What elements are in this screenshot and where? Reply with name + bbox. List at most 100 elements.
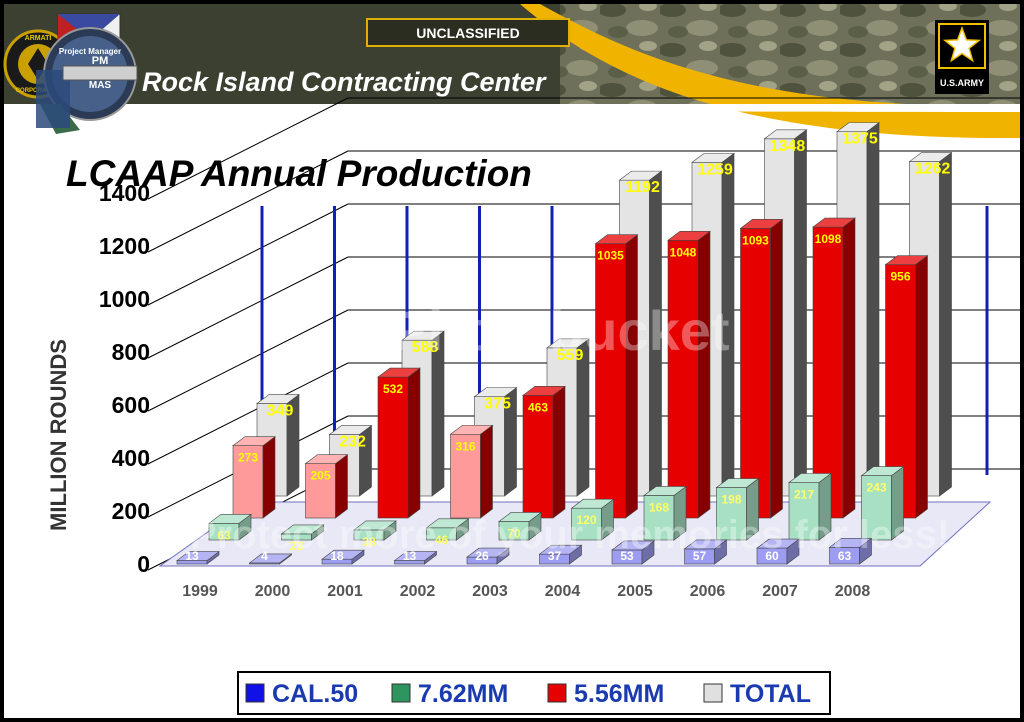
data-label-556mm: 1048 (670, 245, 697, 259)
data-label-cal50: 4 (261, 549, 268, 563)
page-title: LCAAP Annual Production (66, 153, 532, 194)
data-label-556mm: 1093 (742, 233, 769, 247)
data-label-cal50: 26 (475, 549, 489, 563)
x-tick-label: 2002 (400, 583, 436, 600)
data-label-556mm: 463 (528, 400, 548, 414)
data-label-762mm: 70 (507, 526, 521, 540)
legend-swatch (391, 683, 411, 703)
data-label-762mm: 120 (576, 513, 596, 527)
us-army-logo: U.S.ARMY (935, 20, 989, 94)
y-tick-label: 0 (137, 551, 150, 577)
bar-762mm-1999 (208, 513, 252, 541)
bar-cal50-2002 (393, 550, 438, 565)
y-tick-label: 1200 (99, 233, 150, 259)
legend-label: 5.56MM (574, 680, 664, 708)
data-label-556mm: 316 (455, 439, 475, 453)
y-axis-label: MILLION ROUNDS (46, 339, 71, 531)
data-label-cal50: 13 (185, 549, 199, 563)
bar-556mm-1999 (232, 436, 276, 519)
legend-label: TOTAL (730, 680, 811, 708)
bar-762mm-2000 (280, 524, 325, 541)
army-logo-text: U.S.ARMY (940, 78, 984, 88)
y-tick-label: 800 (112, 339, 150, 365)
bar-556mm-2007 (812, 217, 856, 519)
data-label-556mm: 1098 (815, 232, 842, 246)
x-tick-label: 2000 (255, 583, 291, 600)
bar-cal50-2008 (828, 537, 873, 565)
y-tick-label: 1000 (99, 286, 150, 312)
bar-762mm-2005 (643, 485, 687, 541)
data-label-total: 1259 (697, 161, 733, 178)
bar-556mm-2001 (377, 367, 421, 519)
data-label-762mm: 168 (649, 500, 669, 514)
x-tick-label: 2007 (762, 583, 798, 600)
bar-556mm-2003 (522, 385, 566, 519)
data-label-762mm: 198 (721, 493, 741, 507)
x-tick-label: 2003 (472, 583, 508, 600)
watermark-photobucket: Photobucket (390, 299, 729, 362)
bar-cal50-2005 (611, 540, 655, 565)
legend-box (237, 671, 831, 715)
armati-logo-text-top: ARMATI (25, 35, 52, 42)
data-label-total: 1348 (770, 138, 806, 155)
x-tick-label: 2008 (835, 583, 871, 600)
classification-label: UNCLASSIFIED (416, 25, 519, 41)
data-label-total: 1192 (625, 179, 660, 196)
data-label-556mm: 205 (310, 469, 330, 483)
header-divider (4, 104, 1020, 112)
bar-762mm-2006 (715, 477, 760, 541)
bar-762mm-2007 (788, 472, 832, 541)
pm-logo-ring-text: Project Manager (59, 47, 121, 56)
data-label-cal50: 60 (765, 549, 779, 563)
data-label-762mm: 63 (217, 528, 231, 542)
bar-556mm-2006 (739, 218, 784, 519)
bar-556mm-2005 (667, 230, 711, 519)
data-label-cal50: 13 (403, 549, 417, 563)
y-tick-label: 200 (112, 498, 150, 524)
bar-762mm-2004 (570, 498, 615, 541)
data-label-cal50: 63 (838, 549, 852, 563)
bar-cal50-1999 (176, 550, 220, 565)
bar-556mm-2000 (304, 454, 349, 519)
x-tick-label: 2005 (617, 583, 653, 600)
data-label-556mm: 532 (383, 382, 403, 396)
legend-swatch (547, 683, 567, 703)
pm-mas-logo: Project Manager PM MAS (36, 13, 138, 134)
y-tick-label: 1400 (99, 180, 150, 206)
legend-swatch (703, 683, 723, 703)
pm-logo-mas-text: MAS (89, 80, 112, 91)
data-label-762mm: 243 (866, 481, 886, 495)
bar-cal50-2004 (538, 544, 583, 565)
organization-name: Rock Island Contracting Center (142, 67, 547, 97)
data-label-762mm: 217 (794, 487, 814, 501)
classification-box (366, 18, 570, 47)
data-label-total: 1375 (842, 131, 878, 148)
army-star-icon (942, 25, 982, 63)
watermark-tagline: Protect more of your memories for less! (190, 513, 950, 557)
data-label-total: 375 (484, 396, 511, 413)
bar-556mm-2004 (594, 234, 639, 519)
x-tick-label: 2004 (545, 583, 581, 600)
pm-logo-pm-text: PM (92, 55, 109, 67)
bar-cal50-2003 (466, 547, 510, 565)
data-label-556mm: 273 (238, 451, 258, 465)
data-label-total: 588 (412, 339, 439, 356)
data-label-556mm: 956 (890, 270, 910, 284)
data-label-cal50: 37 (548, 549, 562, 563)
data-label-cal50: 57 (693, 549, 707, 563)
bar-762mm-2001 (353, 520, 397, 541)
legend-label: 7.62MM (418, 680, 508, 708)
legend-swatch (245, 683, 265, 703)
x-tick-label: 2001 (327, 583, 363, 600)
data-label-762mm: 23 (290, 539, 304, 553)
bar-cal50-2001 (321, 549, 365, 565)
data-label-762mm: 46 (435, 533, 449, 547)
data-label-cal50: 18 (330, 549, 344, 563)
bar-cal50-2007 (756, 538, 800, 565)
y-tick-label: 400 (112, 445, 150, 471)
bar-762mm-2008 (860, 466, 905, 541)
legend-label: CAL.50 (272, 680, 358, 708)
bar-cal50-2000 (248, 553, 293, 565)
